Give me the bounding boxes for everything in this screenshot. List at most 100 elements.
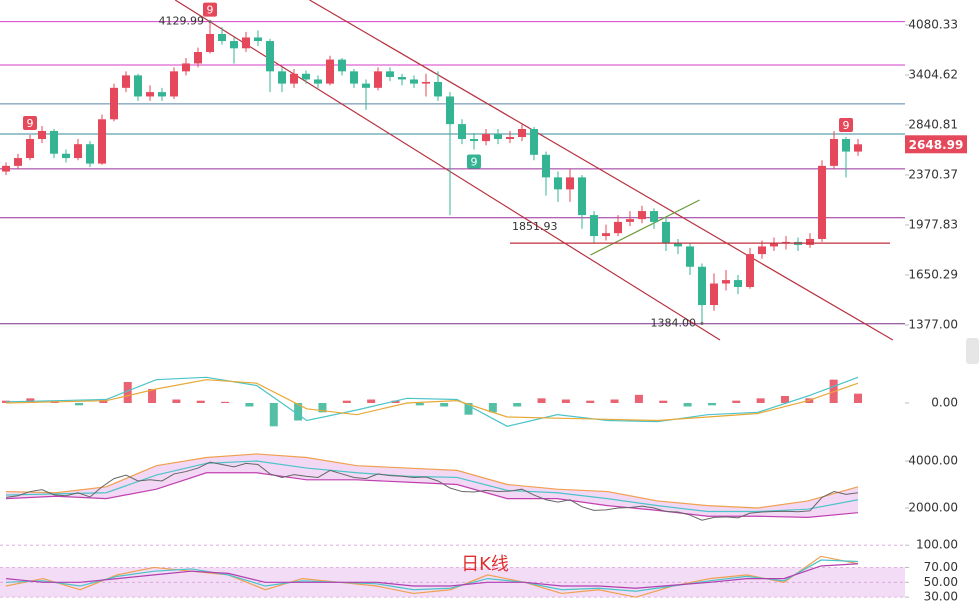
- candle-body: [674, 243, 682, 247]
- y-tick-label: 4000.00: [908, 453, 958, 467]
- candle-body: [170, 71, 178, 97]
- candle-body: [626, 219, 634, 222]
- candle-body: [566, 177, 574, 190]
- macd-bar: [75, 403, 84, 406]
- candle-body: [542, 154, 550, 178]
- last-price-label: 2648.99: [909, 138, 964, 152]
- candle-body: [290, 73, 298, 84]
- candle-body: [146, 92, 154, 97]
- y-tick-label: 100.00: [916, 538, 958, 552]
- oscillator-line: [5, 563, 859, 589]
- y-tick-label: 2000.00: [908, 501, 958, 515]
- macd-bar: [756, 398, 765, 403]
- candle-body: [590, 215, 598, 237]
- candle-body: [134, 75, 142, 97]
- candle-body: [362, 83, 370, 88]
- y-tick-label: 30.00: [924, 590, 958, 604]
- candle-body: [182, 63, 190, 72]
- candle-body: [662, 221, 670, 244]
- macd-bar: [707, 403, 716, 406]
- td-marker-label: 9: [27, 117, 34, 130]
- band-fill: [6, 453, 858, 518]
- band-line: [5, 453, 859, 509]
- macd-bar: [634, 394, 643, 403]
- macd-bar: [586, 400, 595, 403]
- td-marker: [23, 115, 37, 130]
- candle-body: [530, 128, 538, 155]
- candle-body: [422, 81, 430, 84]
- candle-body: [266, 41, 274, 72]
- macd-bar: [464, 403, 473, 415]
- macd-bar: [610, 399, 619, 403]
- td-marker-label: 9: [843, 119, 850, 132]
- candle-body: [686, 246, 694, 267]
- candle-body: [554, 177, 562, 190]
- y-tick-label: 2370.37: [908, 167, 958, 181]
- band-line: [5, 460, 859, 513]
- macd-bar: [561, 399, 570, 403]
- td-marker: [203, 2, 217, 17]
- y-tick-label: 50.00: [924, 575, 958, 589]
- candle-body: [842, 139, 850, 152]
- candle-body: [98, 119, 106, 164]
- macd-bar: [780, 396, 789, 403]
- y-tick-label: 2840.81: [908, 117, 958, 131]
- macd-bar: [488, 403, 497, 413]
- macd-bar: [415, 403, 424, 406]
- macd-bar: [245, 403, 254, 407]
- candle-body: [494, 133, 502, 140]
- macd-bar: [391, 400, 400, 403]
- candle-body: [602, 233, 610, 237]
- macd-bar: [294, 403, 303, 421]
- candle-body: [410, 79, 418, 84]
- candle-body: [194, 52, 202, 64]
- candle-body: [278, 71, 286, 84]
- candle-body: [350, 71, 358, 84]
- candle-body: [638, 211, 646, 220]
- macd-bar: [172, 399, 181, 403]
- candle-body: [386, 71, 394, 77]
- candle-body: [650, 211, 658, 222]
- candle-body: [470, 139, 478, 142]
- candle-body: [122, 75, 130, 88]
- macd-line: [5, 376, 859, 427]
- macd-bar: [854, 393, 862, 403]
- y-tick-label: 3404.62: [908, 67, 958, 81]
- candle-body: [830, 139, 838, 166]
- td-marker: [467, 154, 481, 169]
- candle-body: [254, 37, 262, 42]
- candle-body: [374, 71, 382, 88]
- annotation: 1851.93: [512, 220, 558, 233]
- price-line: [5, 461, 859, 521]
- candle-body: [230, 41, 238, 49]
- scroll-handle[interactable]: [966, 338, 979, 364]
- candle-body: [62, 153, 70, 159]
- candle-body: [14, 158, 22, 166]
- macd-bar: [148, 389, 157, 403]
- candle-body: [506, 136, 514, 140]
- td-marker-label: 9: [207, 4, 214, 17]
- band-line: [5, 472, 859, 519]
- macd-bar: [513, 403, 522, 407]
- y-tick-label: 1650.29: [908, 267, 958, 281]
- macd-bar: [318, 403, 327, 413]
- macd-bar: [367, 399, 376, 403]
- macd-bar: [683, 403, 692, 407]
- price-marker: [208, 20, 212, 24]
- macd-bar: [659, 400, 668, 403]
- candle-body: [314, 79, 322, 84]
- candle-body: [50, 130, 58, 154]
- td-marker: [839, 117, 853, 132]
- candle-body: [806, 238, 814, 245]
- candle-body: [614, 221, 622, 234]
- candle-body: [26, 139, 34, 159]
- oscillator-line: [5, 559, 859, 592]
- trend-line: [309, 0, 894, 341]
- macd-bar: [196, 400, 205, 403]
- candle-body: [302, 73, 310, 80]
- td-marker-label: 9: [471, 155, 478, 168]
- candle-body: [110, 87, 118, 120]
- candle-body: [398, 76, 406, 80]
